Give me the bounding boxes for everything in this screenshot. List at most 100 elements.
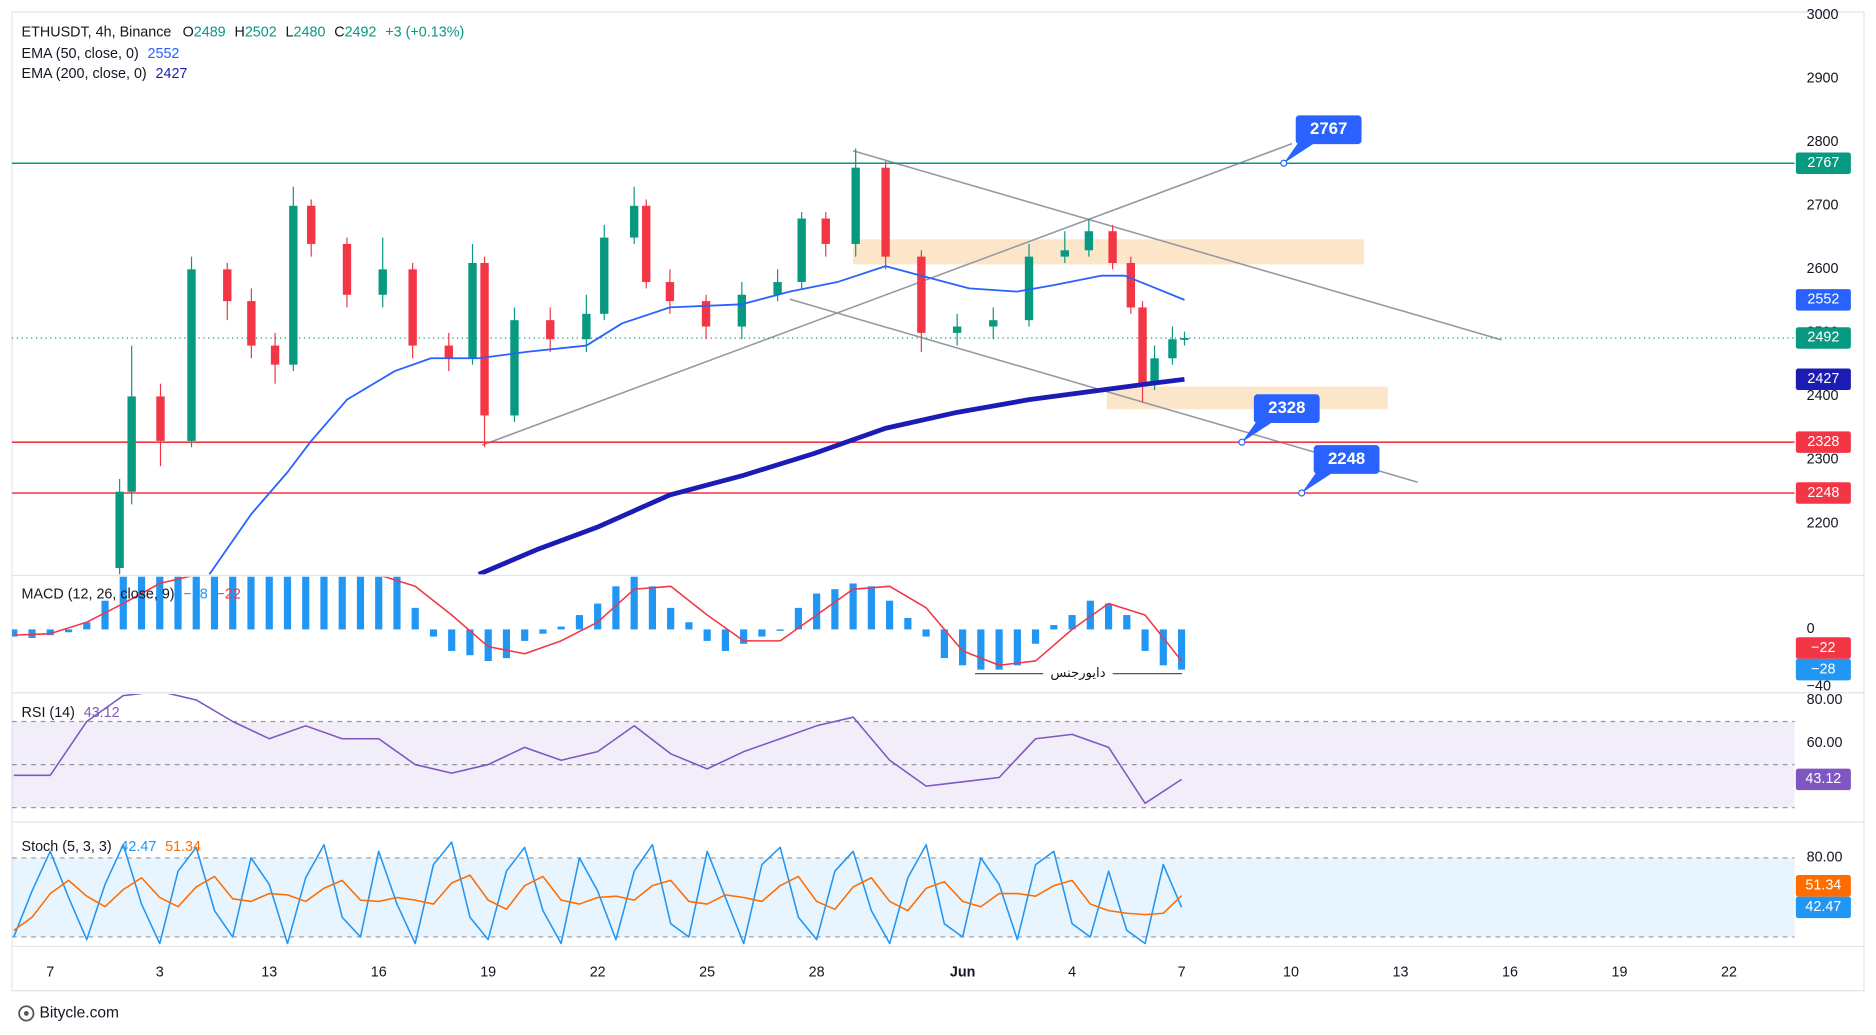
x-tick-label: 28 xyxy=(809,965,825,981)
axis-value-box xyxy=(1795,658,1851,681)
candle-body xyxy=(289,205,298,365)
candle-body xyxy=(1108,231,1117,263)
x-tick-label: 22 xyxy=(590,965,606,981)
ema-legend: EMA (50, close, 0) 2552 xyxy=(22,46,180,62)
change: +3 (+0.13%) xyxy=(385,24,464,40)
candle-body xyxy=(989,320,998,327)
axis-value-box xyxy=(1795,875,1851,897)
macd-bar xyxy=(648,586,657,630)
callout-box xyxy=(1295,115,1362,145)
legend-value: 51.34 xyxy=(165,839,201,855)
macd-bar xyxy=(283,576,292,630)
candle-body xyxy=(642,205,651,283)
axis-value-box xyxy=(1795,368,1851,391)
macd-bar xyxy=(466,629,474,656)
candle-body xyxy=(582,313,591,340)
macd-bar xyxy=(904,617,912,630)
frame xyxy=(11,11,1865,992)
axis-value-label: 2248 xyxy=(1807,485,1839,501)
macd-bar xyxy=(539,629,547,634)
y-tick-label: 80.00 xyxy=(1807,692,1843,708)
candle-body xyxy=(444,345,453,359)
callout-anchor xyxy=(1238,438,1246,446)
rsi-legend: RSI (14) 43.12 xyxy=(22,705,120,721)
macd-bar xyxy=(867,586,875,630)
axis-value-box xyxy=(1795,152,1851,174)
legend-value: 2427 xyxy=(155,66,187,82)
candle-body xyxy=(1084,231,1094,251)
macd-bar xyxy=(1159,629,1167,666)
y-tick-label: 60.00 xyxy=(1807,735,1843,751)
x-tick-label: 13 xyxy=(1393,965,1409,981)
axis-value-box xyxy=(1795,637,1851,659)
axis-value-label: 51.34 xyxy=(1805,878,1841,894)
macd-bar xyxy=(886,600,894,630)
symbol: ETHUSDT, 4h, Binance xyxy=(22,24,172,40)
legend-value: −28 xyxy=(183,586,207,602)
x-tick-label: 4 xyxy=(1068,965,1076,981)
candle-body xyxy=(307,205,316,244)
ohlc-value: 2489 xyxy=(194,24,226,40)
ohlc-key: H xyxy=(234,24,244,40)
x-tick-label: 7 xyxy=(1178,965,1186,981)
legend-name: RSI (14) xyxy=(22,705,75,721)
macd-bar xyxy=(575,615,584,630)
macd-bar xyxy=(685,622,693,630)
y-tick-label: 3000 xyxy=(1807,7,1839,23)
macd-bar xyxy=(1032,629,1040,644)
candle-body xyxy=(127,396,136,492)
price-legend: ETHUSDT, 4h, Binance O2489 H2502 L2480 C… xyxy=(22,24,465,40)
macd-bar xyxy=(758,629,766,637)
brand-logo-dot xyxy=(23,1011,29,1016)
callout-label: 2248 xyxy=(1328,449,1365,468)
legend-value: 42.47 xyxy=(120,839,156,855)
ohlc-value: 2502 xyxy=(245,24,277,40)
callout-pointer xyxy=(1301,472,1333,494)
macd-bar xyxy=(502,629,511,659)
macd-bar xyxy=(1013,629,1021,666)
macd-bar xyxy=(101,600,109,630)
candle-body xyxy=(1168,339,1177,359)
macd-bar xyxy=(667,607,675,630)
macd-bar xyxy=(959,629,967,666)
ema-line xyxy=(208,265,1185,575)
macd-bar xyxy=(557,626,565,630)
candle-body xyxy=(881,167,890,257)
axis-value-label: 2492 xyxy=(1807,330,1839,346)
callout-label: 2767 xyxy=(1310,119,1347,138)
macd-bar xyxy=(1177,629,1186,670)
macd-bar xyxy=(940,629,948,659)
price-pane xyxy=(11,142,1795,575)
candle-body xyxy=(270,345,280,365)
macd-bar xyxy=(703,629,711,641)
candle-body xyxy=(247,301,256,346)
macd-bar xyxy=(375,576,383,630)
macd-bar xyxy=(630,576,638,630)
x-tick-label: 16 xyxy=(371,965,387,981)
x-tick-label: 3 xyxy=(156,965,164,981)
macd-bar xyxy=(721,629,729,651)
y-tick-label: 2800 xyxy=(1807,134,1839,150)
candle-body xyxy=(600,237,609,314)
x-tick-label: 7 xyxy=(46,965,54,981)
candle-body xyxy=(917,256,926,333)
callout-anchor xyxy=(1280,159,1288,167)
macd-bar xyxy=(1086,600,1094,630)
band xyxy=(11,857,1795,937)
axis-value-box xyxy=(1795,482,1851,504)
candle-body xyxy=(821,218,830,244)
x-tick-label: 25 xyxy=(699,965,715,981)
macd-bar xyxy=(64,629,73,633)
macd-bar xyxy=(612,586,620,630)
y-tick-label: 80.00 xyxy=(1807,850,1843,866)
macd-bar xyxy=(247,576,255,630)
x-tick-label: Jun xyxy=(950,965,976,981)
ema-legend: EMA (200, close, 0) 2427 xyxy=(22,66,188,82)
macd-bar xyxy=(156,576,164,630)
brand: Bitycle.com xyxy=(39,1005,118,1022)
candle-body xyxy=(342,243,352,295)
axis-value-label: 2427 xyxy=(1807,371,1839,387)
legend-name: Stoch (5, 3, 3) xyxy=(22,839,112,855)
macd-bar xyxy=(210,576,219,630)
